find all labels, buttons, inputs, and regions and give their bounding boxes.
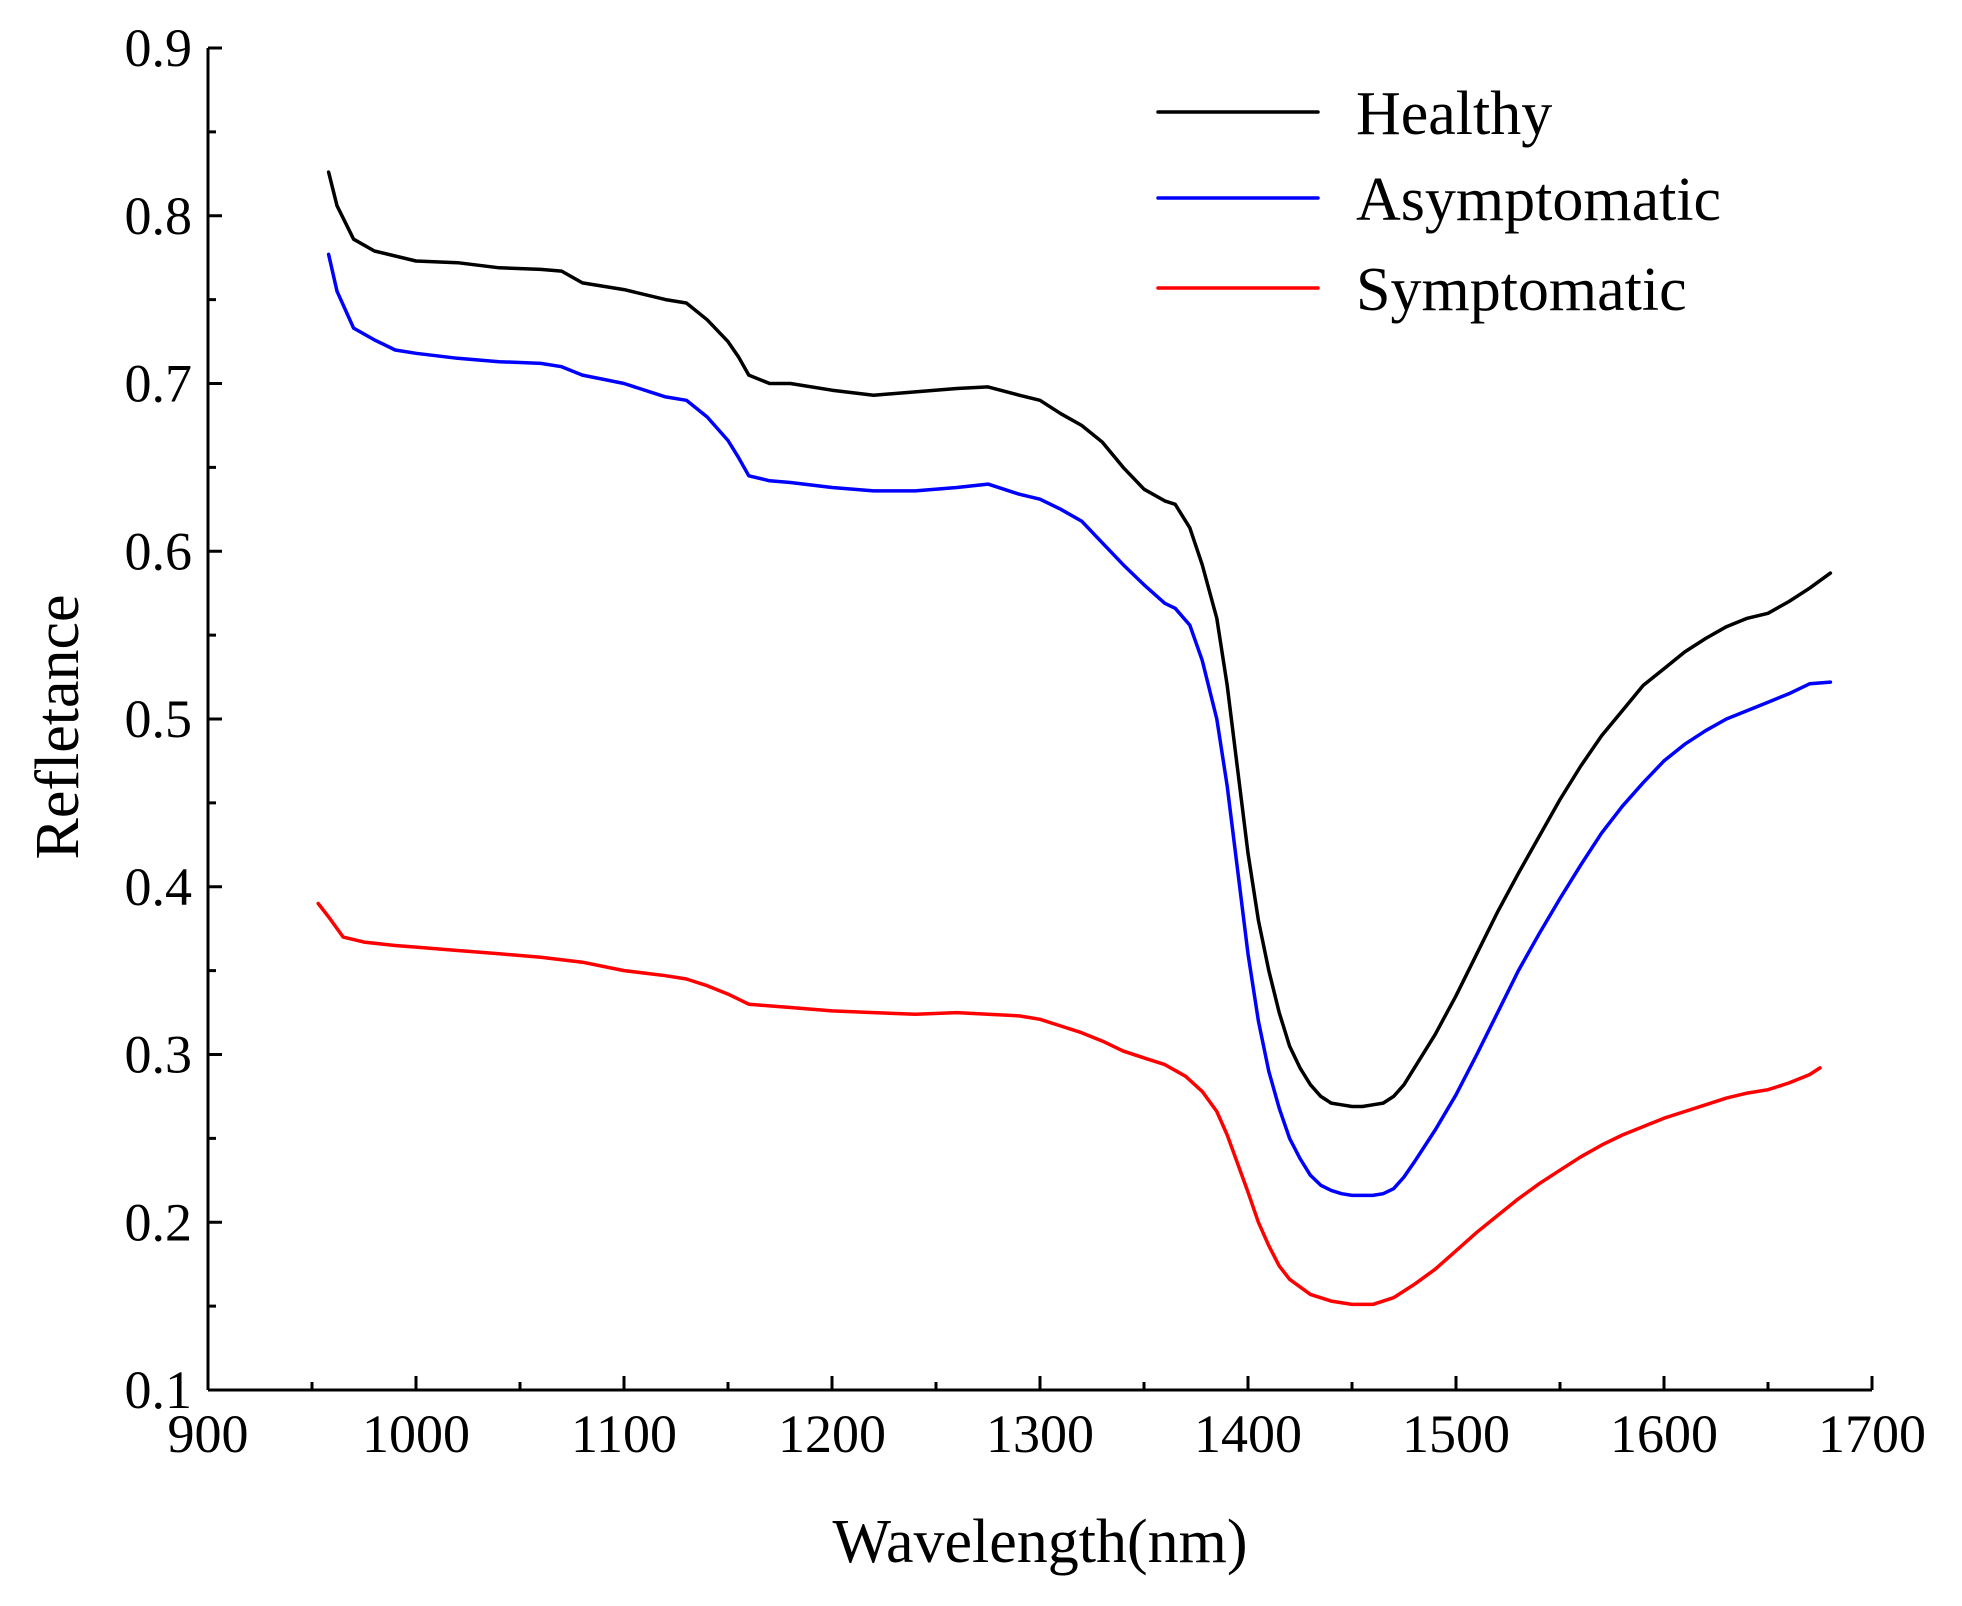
series-line-healthy xyxy=(326,170,1833,1109)
x-tick-label: 900 xyxy=(168,1404,249,1464)
y-tick-label: 0.1 xyxy=(125,1360,193,1420)
legend-label-healthy: Healthy xyxy=(1356,80,1552,148)
y-tick-label: 0.8 xyxy=(125,186,193,246)
series-line-symptomatic xyxy=(316,901,1822,1307)
y-tick-label: 0.7 xyxy=(125,354,193,414)
y-tick-label: 0.5 xyxy=(125,689,193,749)
axes xyxy=(206,48,1872,1392)
series-layer xyxy=(316,170,1833,1307)
ticks-layer: 900 1000 1100 1200 1300 1400 1500 1600 1700 0.1 0.… xyxy=(125,18,1927,1464)
x-axis-title: Wavelength(nm) xyxy=(832,1508,1247,1576)
legend-label-symptomatic: Symptomatic xyxy=(1356,256,1687,324)
x-tick-label: 1600 xyxy=(1610,1404,1718,1464)
y-tick-label: 0.4 xyxy=(125,857,193,917)
x-tick-label: 1700 xyxy=(1818,1404,1926,1464)
x-tick-label: 1300 xyxy=(986,1404,1094,1464)
legend: Healthy Asymptomatic Symptomatic xyxy=(1156,80,1721,324)
x-tick-label: 1100 xyxy=(571,1404,677,1464)
x-tick-label: 1200 xyxy=(778,1404,886,1464)
y-tick-label: 0.3 xyxy=(125,1025,193,1085)
legend-label-asymptomatic: Asymptomatic xyxy=(1356,166,1721,234)
x-tick-label: 1400 xyxy=(1194,1404,1302,1464)
x-tick-label: 1500 xyxy=(1402,1404,1510,1464)
y-tick-label: 0.2 xyxy=(125,1192,193,1252)
y-axis-title: Refletance xyxy=(24,594,92,859)
y-tick-label: 0.6 xyxy=(125,521,193,581)
x-tick-label: 1000 xyxy=(362,1404,470,1464)
y-tick-label: 0.9 xyxy=(125,18,193,78)
series-line-asymptomatic xyxy=(326,252,1833,1198)
